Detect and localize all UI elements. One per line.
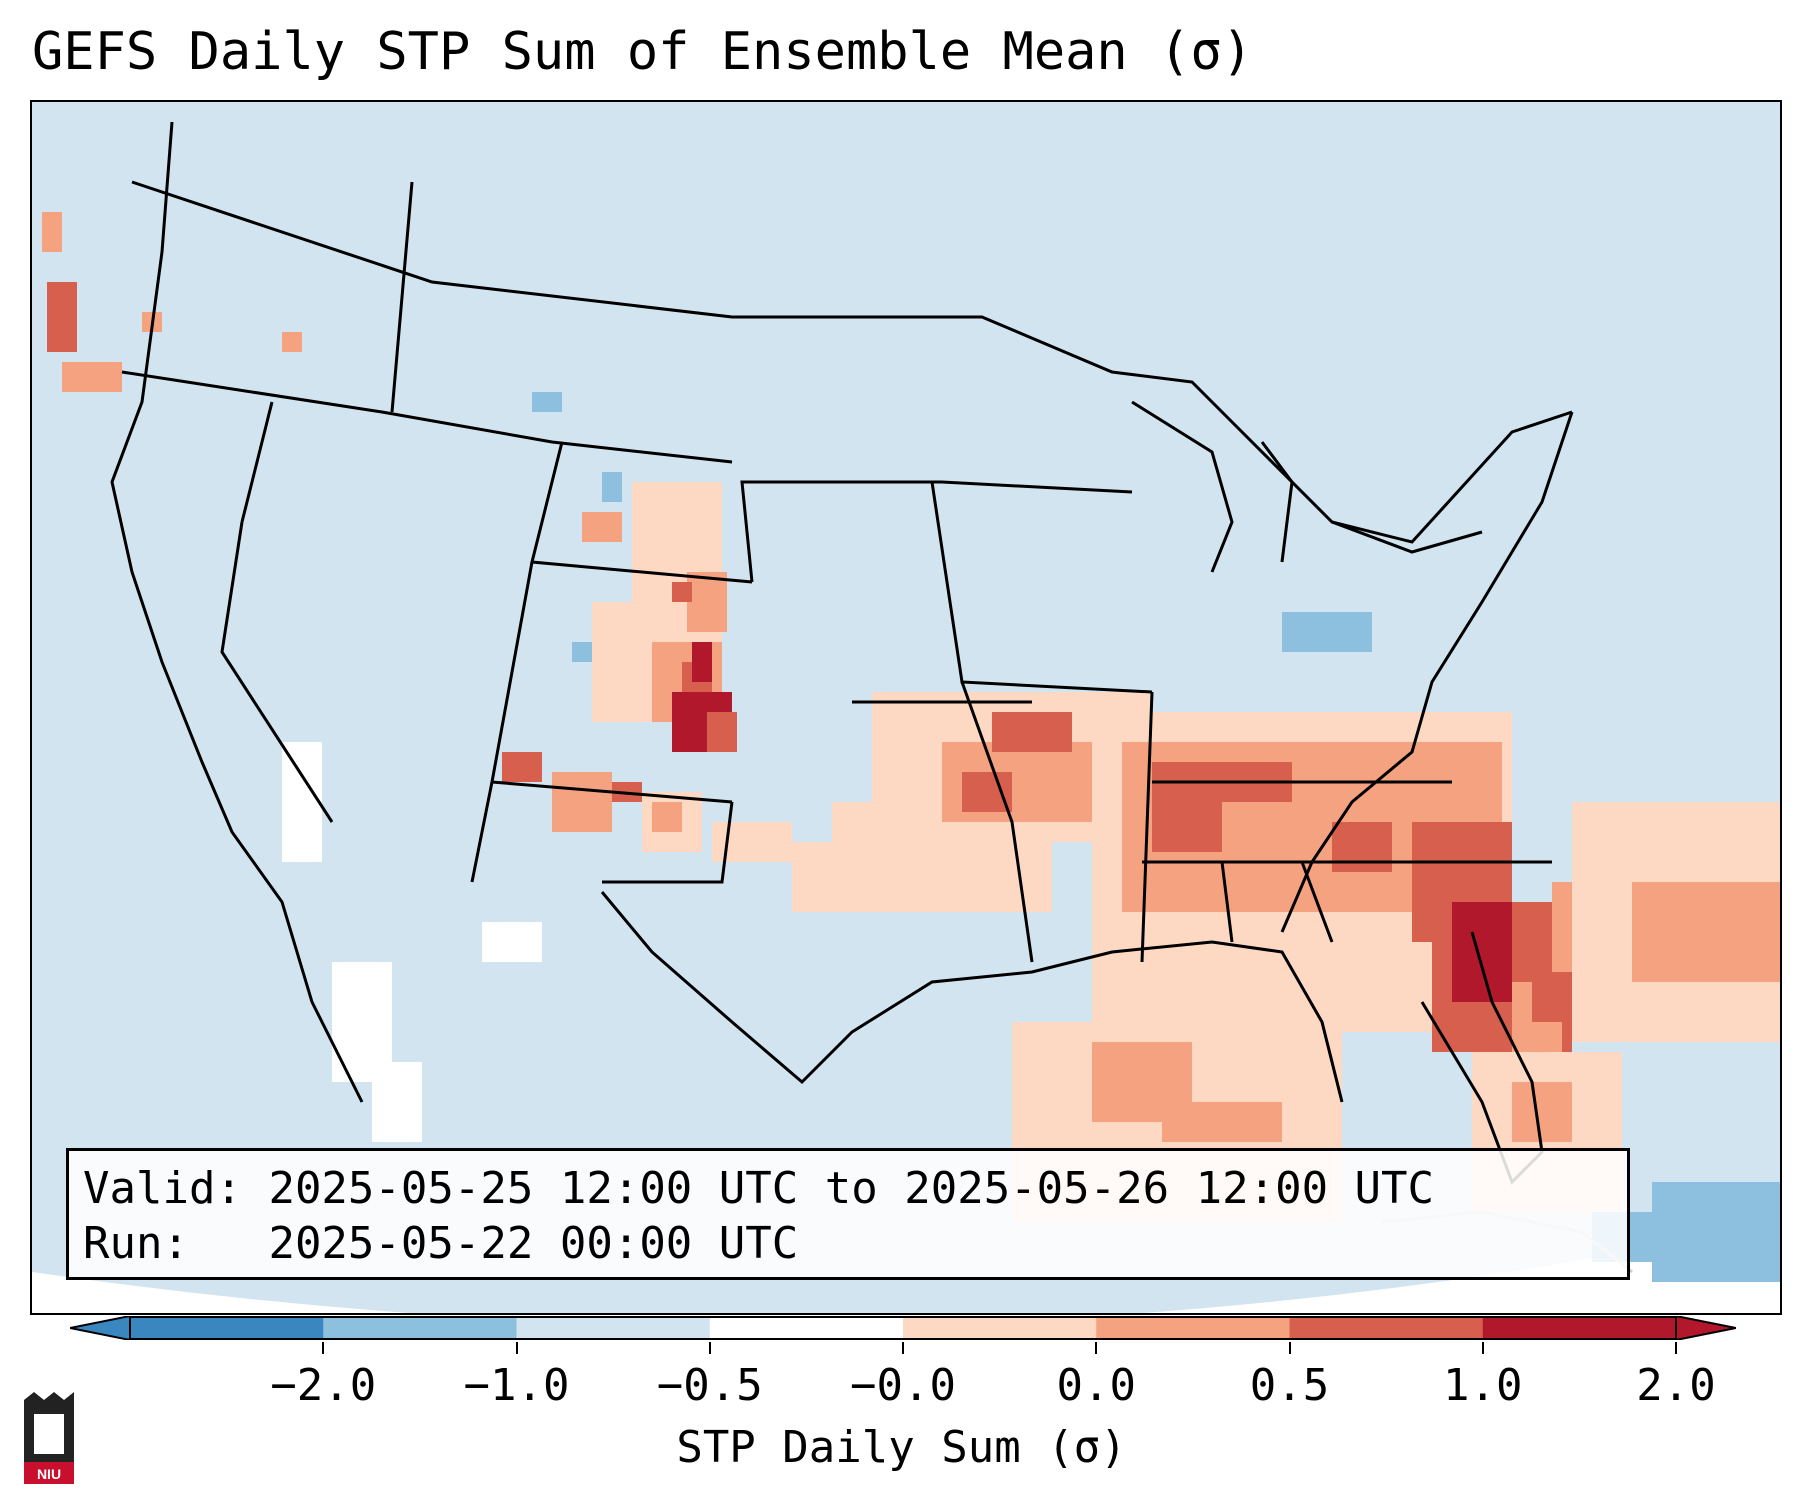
colorbar-tick-label: 1.0 bbox=[1443, 1360, 1523, 1411]
colorbar-tick-label: 2.0 bbox=[1636, 1360, 1716, 1411]
colorbar-extend-high bbox=[1675, 1316, 1736, 1340]
valid-row: Valid: 2025-05-25 12:00 UTC to 2025-05-2… bbox=[83, 1161, 1613, 1216]
colorbar-segment bbox=[1482, 1316, 1677, 1340]
outside-domain bbox=[32, 1222, 1780, 1313]
colorbar-segment bbox=[1096, 1316, 1290, 1340]
colorbar-tick-label: −0.0 bbox=[850, 1360, 956, 1411]
logo-text: NIU bbox=[37, 1466, 61, 1482]
colorbar-segment bbox=[130, 1316, 324, 1340]
map-boundaries bbox=[110, 121, 1633, 1274]
colorbar-tick-mark bbox=[708, 1342, 711, 1354]
colorbar-ticks: −2.0 −1.0 −0.5 −0.0 0.0 0.5 1.0 2.0 bbox=[0, 1342, 1803, 1411]
colorbar-segment bbox=[903, 1316, 1097, 1340]
colorbar bbox=[70, 1316, 1736, 1340]
colorbar-segment bbox=[516, 1316, 711, 1340]
pacific-nw-spots bbox=[42, 212, 302, 392]
map-panel bbox=[30, 100, 1782, 1315]
valid-label: Valid: bbox=[83, 1163, 242, 1214]
colorbar-tick-mark bbox=[1095, 1342, 1098, 1354]
colorbar-tick-mark bbox=[1675, 1342, 1677, 1354]
ohio-valley-negative bbox=[1282, 612, 1372, 652]
colorbar-tick-mark bbox=[902, 1342, 904, 1354]
colorbar-outline bbox=[129, 1316, 1677, 1340]
map-title: GEFS Daily STP Sum of Ensemble Mean (σ) bbox=[32, 22, 1253, 82]
run-row: Run: 2025-05-22 00:00 UTC bbox=[83, 1216, 1613, 1271]
colorbar-label: STP Daily Sum (σ) bbox=[676, 1422, 1127, 1473]
colorbar-tick-label: 0.0 bbox=[1056, 1360, 1136, 1411]
colorbar-segment bbox=[1289, 1316, 1484, 1340]
colorbar-tick-label: −0.5 bbox=[656, 1360, 763, 1411]
colorbar-tick-label: 0.5 bbox=[1249, 1360, 1330, 1411]
plains-stp-cluster bbox=[502, 392, 737, 852]
valid-value: 2025-05-25 12:00 UTC to 2025-05-26 12:00… bbox=[268, 1163, 1435, 1214]
colorbar-tick-mark bbox=[1481, 1342, 1484, 1354]
niu-logo: NIU bbox=[24, 1392, 74, 1484]
colorbar-extend-low bbox=[70, 1316, 131, 1340]
southeast-stp-band bbox=[1092, 712, 1780, 1212]
colorbar-tick-mark bbox=[1288, 1342, 1291, 1354]
colorbar-tick-mark bbox=[515, 1342, 518, 1354]
validity-info-box: Valid: 2025-05-25 12:00 UTC to 2025-05-2… bbox=[66, 1148, 1630, 1280]
stp-map bbox=[32, 102, 1780, 1313]
run-label: Run: bbox=[83, 1218, 189, 1269]
colorbar-segment bbox=[323, 1316, 517, 1340]
colorbar-tick-mark bbox=[322, 1342, 325, 1354]
run-value: 2025-05-22 00:00 UTC bbox=[268, 1218, 799, 1269]
colorbar-segment bbox=[709, 1316, 904, 1340]
colorbar-tick-label: −2.0 bbox=[270, 1360, 377, 1411]
colorbar-tick-label: −1.0 bbox=[463, 1360, 570, 1411]
